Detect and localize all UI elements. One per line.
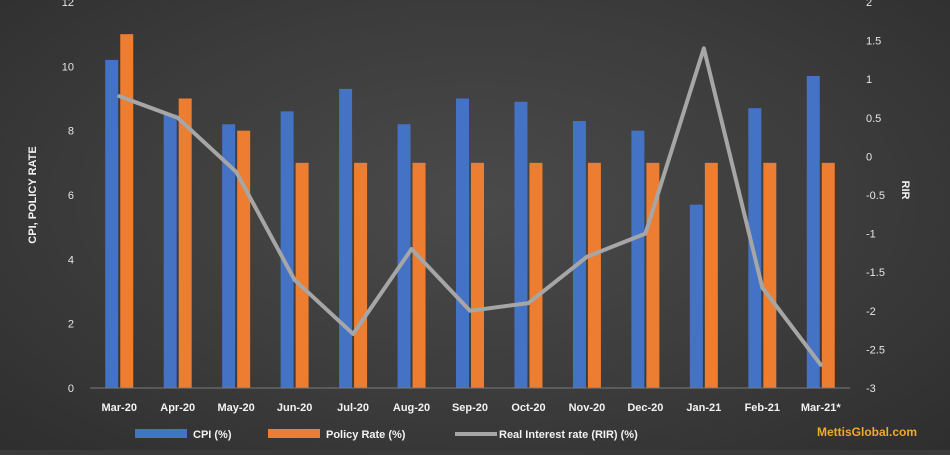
right-tick-label: -0.5	[866, 190, 885, 202]
right-axis-ticks: 2 1.5 1 0.5 0 -0.5 -1 -1.5 -2 -2.5 -3	[866, 0, 885, 395]
right-tick-label: -2	[866, 306, 876, 318]
legend-swatch	[268, 429, 320, 438]
category-label: Sep-20	[452, 402, 488, 414]
cpi-bar	[748, 108, 762, 389]
cpi-bar	[572, 121, 586, 389]
rir-point	[410, 247, 414, 251]
policy-rate-bar	[412, 162, 426, 388]
rir-point	[702, 46, 706, 50]
cpi-bar	[631, 130, 645, 388]
right-tick-label: 1	[866, 74, 872, 86]
rir-point	[585, 255, 589, 259]
cpi-bar	[163, 114, 177, 388]
right-tick-label: 0.5	[866, 113, 881, 125]
category-label: Nov-20	[569, 402, 606, 414]
category-label: Oct-20	[511, 402, 545, 414]
left-tick-label: 2	[68, 319, 74, 331]
cpi-bar	[456, 98, 469, 388]
cpi-bar	[689, 204, 703, 388]
rir-point	[234, 170, 238, 174]
rir-point	[760, 286, 764, 290]
line-layer	[117, 46, 823, 367]
left-axis-ticks: 0 2 4 6 8 10 12	[62, 0, 74, 395]
left-tick-label: 10	[62, 61, 74, 73]
left-tick-label: 0	[68, 383, 74, 395]
cpi-bar	[222, 124, 236, 388]
bars-layer	[105, 34, 835, 389]
category-label: Jan-21	[686, 402, 721, 414]
rir-point	[293, 278, 297, 282]
cpi-bar	[806, 75, 820, 388]
policy-rate-bar	[354, 162, 368, 388]
right-tick-label: -3	[866, 383, 876, 395]
category-label: Jul-20	[337, 402, 369, 414]
cpi-bar	[514, 101, 528, 388]
right-tick-label: 2	[866, 0, 872, 9]
cpi-bar	[105, 59, 119, 389]
left-tick-label: 4	[68, 254, 74, 266]
category-label: Dec-20	[627, 402, 663, 414]
right-tick-label: 0	[866, 151, 872, 163]
category-label: Mar-20	[101, 402, 136, 414]
rir-point	[117, 94, 121, 98]
legend: CPI (%) Policy Rate (%) Real Interest rate…	[135, 429, 638, 441]
category-label: Jun-20	[277, 402, 312, 414]
policy-rate-bar	[471, 162, 484, 388]
policy-rate-bar	[704, 162, 718, 388]
right-tick-label: -1.5	[866, 267, 885, 279]
category-label: Feb-21	[745, 402, 780, 414]
right-tick-label: -2.5	[866, 344, 885, 356]
cpi-bar	[280, 111, 294, 388]
category-labels: Mar-20 Apr-20 May-20 Jun-20 Jul-20 Aug-20 Sep-…	[101, 402, 841, 414]
category-label: Apr-20	[160, 402, 195, 414]
policy-rate-bar	[178, 98, 192, 388]
legend-swatch	[135, 429, 187, 438]
policy-rate-bar	[237, 130, 251, 388]
legend-label: Policy Rate (%)	[326, 429, 406, 441]
rir-point	[526, 301, 530, 305]
left-tick-label: 12	[62, 0, 74, 9]
category-label: Mar-21*	[801, 402, 841, 414]
left-tick-label: 6	[68, 190, 74, 202]
policy-rate-bar	[763, 162, 777, 388]
y2-axis-title: RIR	[899, 181, 911, 200]
category-label: Aug-20	[393, 402, 430, 414]
cpi-bar	[397, 124, 411, 388]
rir-point	[468, 309, 472, 313]
rir-point	[643, 232, 647, 236]
left-tick-label: 8	[68, 126, 74, 138]
rir-point	[351, 332, 355, 336]
right-tick-label: -1	[866, 229, 876, 241]
policy-rate-bar	[120, 34, 134, 389]
policy-rate-bar	[295, 162, 309, 388]
right-tick-label: 1.5	[866, 36, 881, 48]
cpi-bar	[339, 88, 353, 388]
y-axis-title: CPI, POLICY RATE	[27, 146, 39, 243]
policy-rate-bar	[529, 162, 543, 388]
rir-point	[819, 363, 823, 367]
watermark: MettisGlobal.com	[817, 425, 917, 439]
policy-rate-bar	[587, 162, 601, 388]
legend-label: Real Interest rate (RIR) (%)	[499, 429, 638, 441]
rir-point	[176, 116, 180, 120]
policy-rate-bar	[821, 162, 835, 388]
legend-label: CPI (%)	[193, 429, 232, 441]
category-label: May-20	[218, 402, 255, 414]
